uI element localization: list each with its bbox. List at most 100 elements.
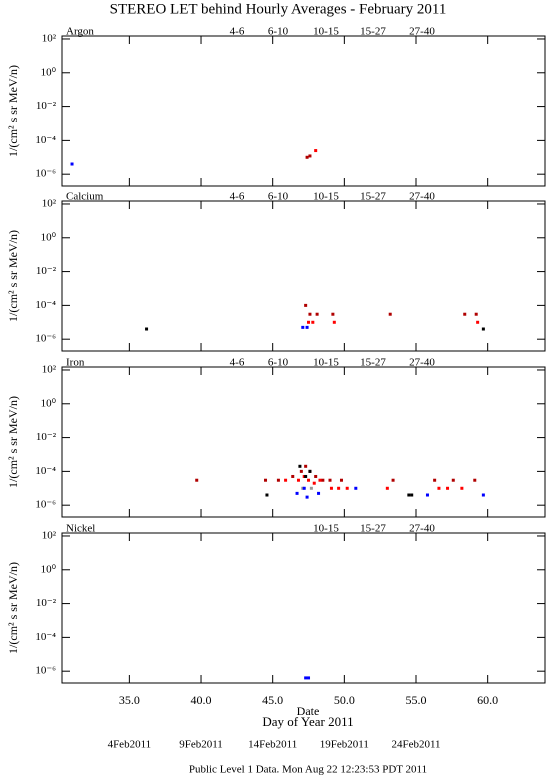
data-point bbox=[309, 486, 313, 490]
data-point bbox=[298, 464, 302, 468]
data-point bbox=[328, 478, 332, 482]
y-tick-label: 10⁰ bbox=[41, 231, 57, 243]
data-point bbox=[463, 312, 467, 316]
data-point bbox=[388, 312, 392, 316]
data-point bbox=[481, 327, 485, 331]
legend-entry: 10-15 bbox=[313, 523, 339, 535]
data-point bbox=[304, 303, 308, 307]
y-tick-label: 10⁻⁶ bbox=[35, 168, 56, 180]
data-point bbox=[437, 486, 441, 490]
data-point bbox=[425, 493, 429, 497]
x-tick-label: 50.0 bbox=[334, 693, 355, 707]
data-point bbox=[474, 312, 478, 316]
plot-frame bbox=[61, 366, 546, 518]
data-point bbox=[307, 320, 311, 324]
plot-frame bbox=[61, 35, 546, 187]
plot-frame bbox=[61, 200, 546, 352]
data-point bbox=[305, 325, 309, 329]
panel-title: Nickel bbox=[66, 523, 95, 535]
data-point bbox=[304, 464, 308, 468]
data-point bbox=[329, 486, 333, 490]
data-point bbox=[331, 312, 335, 316]
legend-entry: 27-40 bbox=[409, 191, 435, 203]
x-tick-label: 60.0 bbox=[477, 693, 498, 707]
data-point bbox=[314, 474, 318, 478]
data-point bbox=[385, 486, 389, 490]
y-tick-label: 10⁻² bbox=[36, 100, 57, 112]
data-point bbox=[339, 478, 343, 482]
date-tick-label: 14Feb2011 bbox=[248, 739, 297, 751]
data-point bbox=[264, 478, 268, 482]
legend-entry: 6-10 bbox=[268, 357, 289, 369]
y-axis-label: 1/(cm² s sr MeV/n) bbox=[6, 562, 20, 654]
data-point bbox=[70, 162, 74, 166]
y-tick-label: 10⁻⁶ bbox=[35, 333, 56, 345]
y-tick-label: 10⁻⁶ bbox=[35, 499, 56, 511]
data-point bbox=[433, 478, 437, 482]
legend-entry: 10-15 bbox=[313, 26, 339, 38]
legend-entry: 15-27 bbox=[360, 357, 386, 369]
y-axis-label: 1/(cm² s sr MeV/n) bbox=[6, 396, 20, 488]
legend-entry: 27-40 bbox=[409, 357, 435, 369]
data-point bbox=[481, 493, 485, 497]
data-point bbox=[473, 478, 477, 482]
y-tick-label: 10² bbox=[42, 33, 57, 45]
y-tick-label: 10⁻⁴ bbox=[35, 134, 56, 146]
data-point bbox=[308, 312, 312, 316]
data-point bbox=[145, 327, 149, 331]
y-tick-label: 10² bbox=[42, 530, 57, 542]
data-point bbox=[302, 486, 306, 490]
y-axis-label: 1/(cm² s sr MeV/n) bbox=[6, 230, 20, 322]
data-point bbox=[284, 478, 288, 482]
data-point bbox=[332, 320, 336, 324]
data-point bbox=[337, 486, 341, 490]
data-point bbox=[295, 491, 299, 495]
data-point bbox=[460, 486, 464, 490]
data-point bbox=[276, 478, 280, 482]
legend-entry: 15-27 bbox=[360, 523, 386, 535]
data-point bbox=[315, 312, 319, 316]
plot-frame bbox=[61, 532, 546, 684]
y-tick-label: 10⁻² bbox=[36, 265, 57, 277]
panel-title: Argon bbox=[66, 26, 94, 38]
data-point bbox=[318, 478, 322, 482]
date-tick-label: 9Feb2011 bbox=[179, 739, 223, 751]
data-point bbox=[304, 474, 308, 478]
data-point bbox=[451, 478, 455, 482]
data-point bbox=[311, 320, 315, 324]
date-tick-label: 19Feb2011 bbox=[320, 739, 369, 751]
legend-entry: 27-40 bbox=[409, 26, 435, 38]
y-tick-label: 10⁻² bbox=[36, 431, 57, 443]
data-point bbox=[354, 486, 358, 490]
footer: Public Level 1 Data. Mon Aug 22 12:23:53… bbox=[189, 764, 427, 776]
data-point bbox=[308, 154, 312, 158]
legend-entry: 4-6 bbox=[230, 26, 245, 38]
panel-title: Iron bbox=[66, 357, 85, 369]
x-axis-label: Day of Year 2011 bbox=[262, 714, 353, 729]
data-point bbox=[476, 320, 480, 324]
y-tick-label: 10⁻⁴ bbox=[35, 631, 56, 643]
x-tick-label: 45.0 bbox=[262, 693, 283, 707]
x-tick-label: 40.0 bbox=[191, 693, 212, 707]
legend-entry: 27-40 bbox=[409, 523, 435, 535]
chart-title: STEREO LET behind Hourly Averages - Febr… bbox=[110, 1, 447, 17]
data-point bbox=[446, 486, 450, 490]
x-tick-label: 35.0 bbox=[119, 693, 140, 707]
data-point bbox=[391, 478, 395, 482]
x-tick-label: 55.0 bbox=[406, 693, 427, 707]
y-tick-label: 10⁰ bbox=[41, 397, 57, 409]
legend-entry: 15-27 bbox=[360, 26, 386, 38]
legend-entry: 6-10 bbox=[268, 26, 289, 38]
data-point bbox=[305, 495, 309, 499]
legend-entry: 4-6 bbox=[230, 357, 245, 369]
legend-entry: 6-10 bbox=[268, 191, 289, 203]
panel-title: Calcium bbox=[66, 191, 104, 203]
legend-entry: 15-27 bbox=[360, 191, 386, 203]
data-point bbox=[345, 486, 349, 490]
data-point bbox=[307, 478, 311, 482]
data-point bbox=[312, 481, 316, 485]
y-tick-label: 10⁻⁴ bbox=[35, 299, 56, 311]
data-point bbox=[299, 469, 303, 473]
data-point bbox=[304, 676, 308, 680]
